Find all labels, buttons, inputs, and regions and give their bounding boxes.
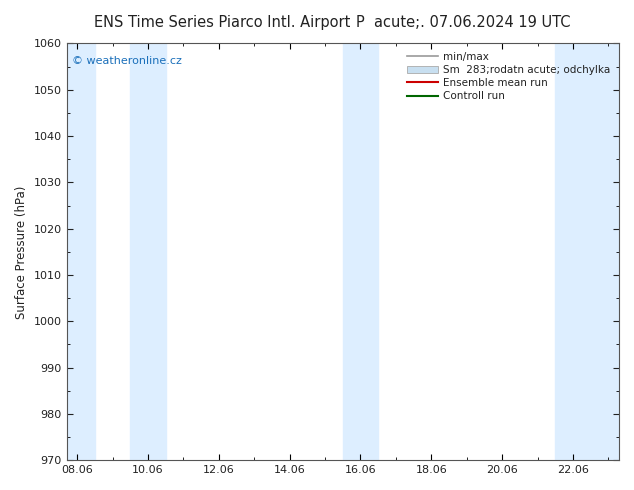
Text: ENS Time Series Piarco Intl. Airport: ENS Time Series Piarco Intl. Airport bbox=[94, 15, 350, 30]
Legend: min/max, Sm  283;rodatn acute; odchylka, Ensemble mean run, Controll run: min/max, Sm 283;rodatn acute; odchylka, … bbox=[404, 49, 614, 104]
Bar bbox=[343, 44, 378, 460]
Bar bbox=[555, 44, 619, 460]
Bar bbox=[67, 44, 95, 460]
Bar bbox=[130, 44, 165, 460]
Y-axis label: Surface Pressure (hPa): Surface Pressure (hPa) bbox=[15, 185, 28, 318]
Text: P  acute;. 07.06.2024 19 UTC: P acute;. 07.06.2024 19 UTC bbox=[356, 15, 570, 30]
Text: © weatheronline.cz: © weatheronline.cz bbox=[72, 56, 182, 66]
